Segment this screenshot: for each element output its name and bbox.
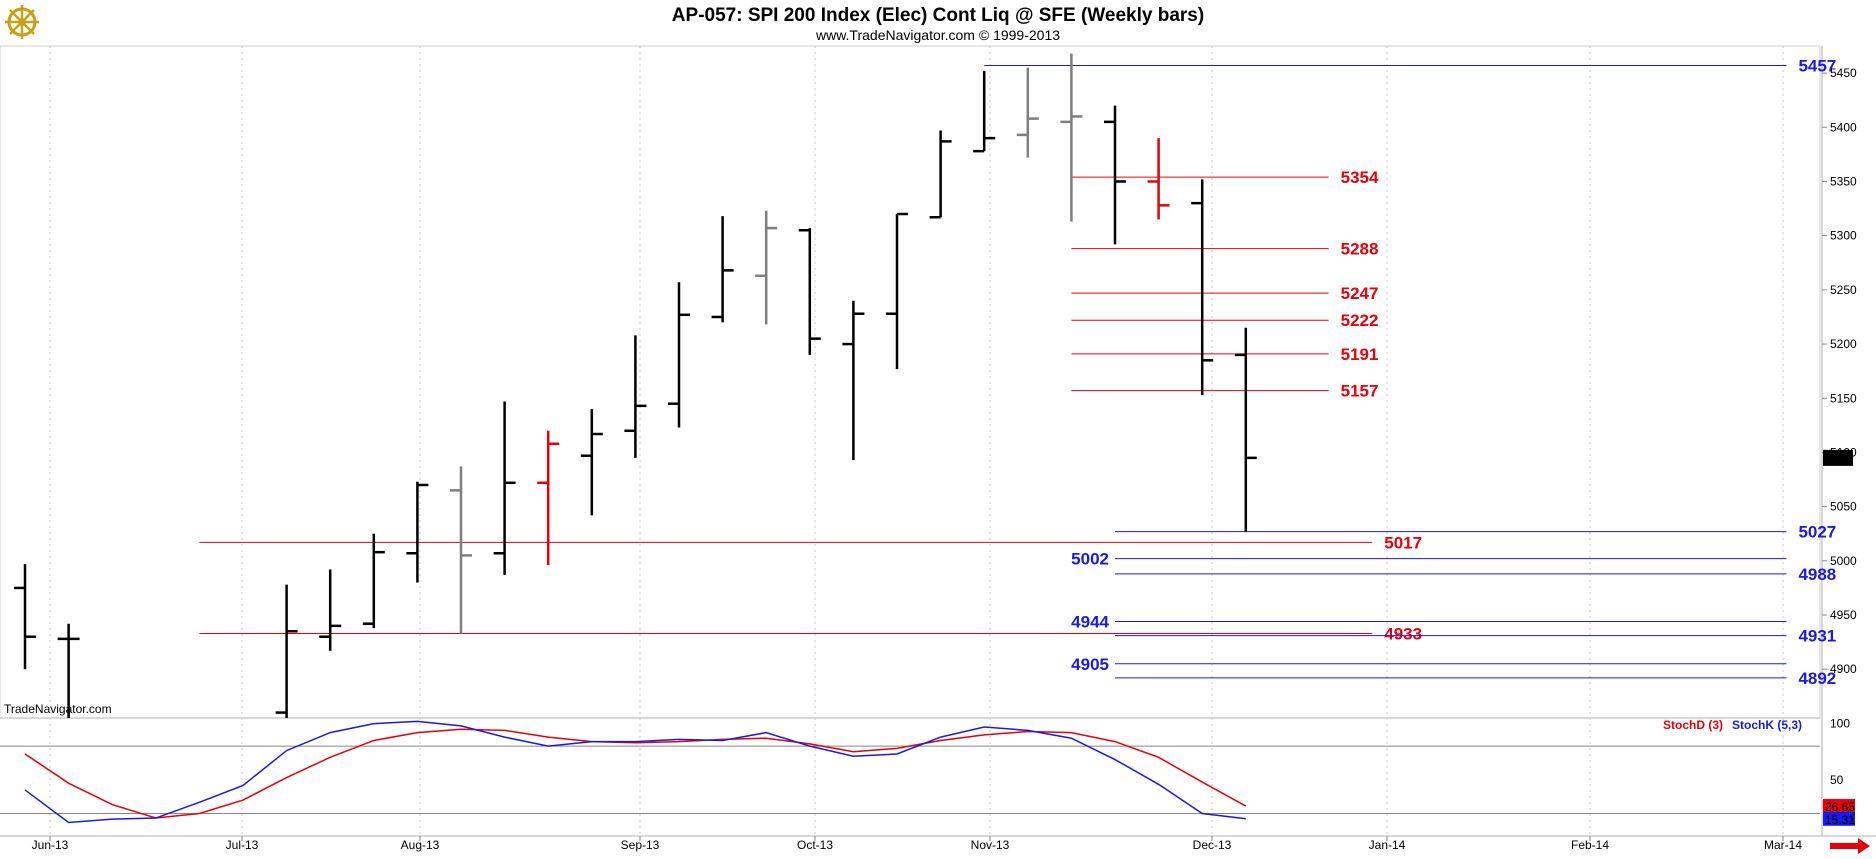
ohlc-bar	[1016, 67, 1039, 158]
ohlc-bar	[668, 282, 690, 428]
ohlc-bar	[450, 466, 472, 634]
x-tick-label: Oct-13	[797, 838, 833, 852]
red-level-label: 5191	[1341, 345, 1379, 364]
price-panel-frame	[0, 45, 1821, 719]
ohlc-bar	[1104, 105, 1126, 245]
stoch-tick-label: 100	[1830, 717, 1850, 731]
blue-level-label: 5027	[1798, 523, 1836, 542]
y-tick-label: 5350	[1830, 174, 1857, 188]
red-arrow-right-icon[interactable]	[1830, 838, 1870, 854]
ohlc-bar	[537, 430, 560, 566]
blue-level-label: 4892	[1798, 669, 1836, 688]
ohlc-bar	[973, 70, 996, 153]
x-tick-label: Sep-13	[621, 838, 660, 852]
y-tick-label: 5200	[1830, 337, 1857, 351]
stoch-d-last-label: 26.65	[1825, 800, 1855, 814]
blue-level-label: 4944	[1071, 613, 1109, 632]
legend-stoch-k: StochK (5,3)	[1732, 718, 1802, 732]
ship-wheel-logo-icon	[5, 5, 39, 39]
ohlc-bar	[711, 216, 734, 323]
y-tick-label: 5400	[1830, 120, 1857, 134]
red-level-label: 5247	[1341, 284, 1379, 303]
ohlc-bar	[362, 533, 385, 629]
x-tick-label: Aug-13	[401, 838, 440, 852]
stoch-k-line	[24, 720, 1246, 824]
ohlc-bar	[406, 481, 429, 583]
ohlc-bar	[929, 130, 952, 219]
ohlc-bar	[624, 335, 647, 458]
x-tick-label: Jun-13	[32, 838, 69, 852]
ohlc-bar	[842, 300, 865, 461]
red-level-label: 5222	[1341, 311, 1379, 330]
stoch-k-last-box	[1823, 811, 1855, 826]
red-level-label: 5017	[1384, 533, 1422, 552]
last-price-box	[1823, 449, 1853, 466]
ohlc-bar	[1191, 179, 1214, 396]
stoch-k-last-label: 15.31	[1825, 813, 1855, 827]
red-level-label: 5288	[1341, 240, 1379, 259]
y-tick-label: 5050	[1830, 500, 1857, 514]
x-tick-label: Jan-14	[1369, 838, 1406, 852]
blue-level-label: 5002	[1071, 550, 1109, 569]
ohlc-bar	[1234, 327, 1257, 532]
red-level-label: 5157	[1341, 382, 1379, 401]
ohlc-bar	[1060, 53, 1083, 222]
ohlc-bar	[275, 584, 298, 718]
ohlc-bar	[886, 212, 908, 369]
blue-level-label: 4988	[1798, 565, 1836, 584]
ohlc-bar	[493, 401, 516, 575]
axis-layer: Jun-13 Jul-13 Aug-13 Sep-13 Oct-13 Nov-13 Dec-…	[32, 66, 1857, 852]
legend-stoch-d: StochD (3)	[1663, 718, 1723, 732]
ohlc-bar	[798, 228, 821, 355]
red-level-label: 4933	[1384, 624, 1422, 643]
chart-title: AP-057: SPI 200 Index (Elec) Cont Liq @ …	[672, 5, 1204, 26]
x-tick-label: Nov-13	[971, 838, 1010, 852]
blue-level-label: 4931	[1798, 627, 1836, 646]
red-level-label: 5354	[1341, 168, 1379, 187]
blue-level-label: 5457	[1798, 57, 1836, 76]
x-tick-label: Feb-14	[1571, 838, 1609, 852]
blue-level-label: 4905	[1071, 655, 1109, 674]
stoch-d-last-box	[1823, 799, 1855, 814]
x-tick-label: Jul-13	[226, 838, 259, 852]
watermark-text: TradeNavigator.com	[4, 702, 112, 716]
ohlc-bar	[319, 569, 342, 651]
stoch-tick-label: 50	[1830, 773, 1844, 787]
stoch-d-line	[24, 728, 1247, 819]
ohlc-bar	[14, 564, 36, 670]
y-tick-label: 4950	[1830, 608, 1857, 622]
ohlc-bar	[580, 409, 603, 516]
y-tick-label: 5000	[1830, 554, 1857, 568]
y-tick-label: 4900	[1830, 662, 1857, 676]
chart-subtitle: www.TradeNavigator.com © 1999-2013	[815, 27, 1060, 43]
ohlc-bar	[1147, 138, 1170, 220]
last-price-label: 5095	[1825, 451, 1852, 465]
ohlc-bar	[57, 623, 80, 718]
y-tick-label: 5300	[1830, 229, 1857, 243]
y-tick-label: 5250	[1830, 283, 1857, 297]
y-tick-label: 5150	[1830, 391, 1857, 405]
x-tick-label: Dec-13	[1193, 838, 1232, 852]
y-tick-label: 5450	[1830, 66, 1857, 80]
ohlc-bar	[755, 210, 778, 325]
levels-layer: 5354 5288 5247 5222 5191 5157 5017 4933 5457 5027…	[199, 57, 1836, 688]
bars-layer	[14, 53, 1257, 718]
x-tick-label: Mar-14	[1764, 838, 1802, 852]
